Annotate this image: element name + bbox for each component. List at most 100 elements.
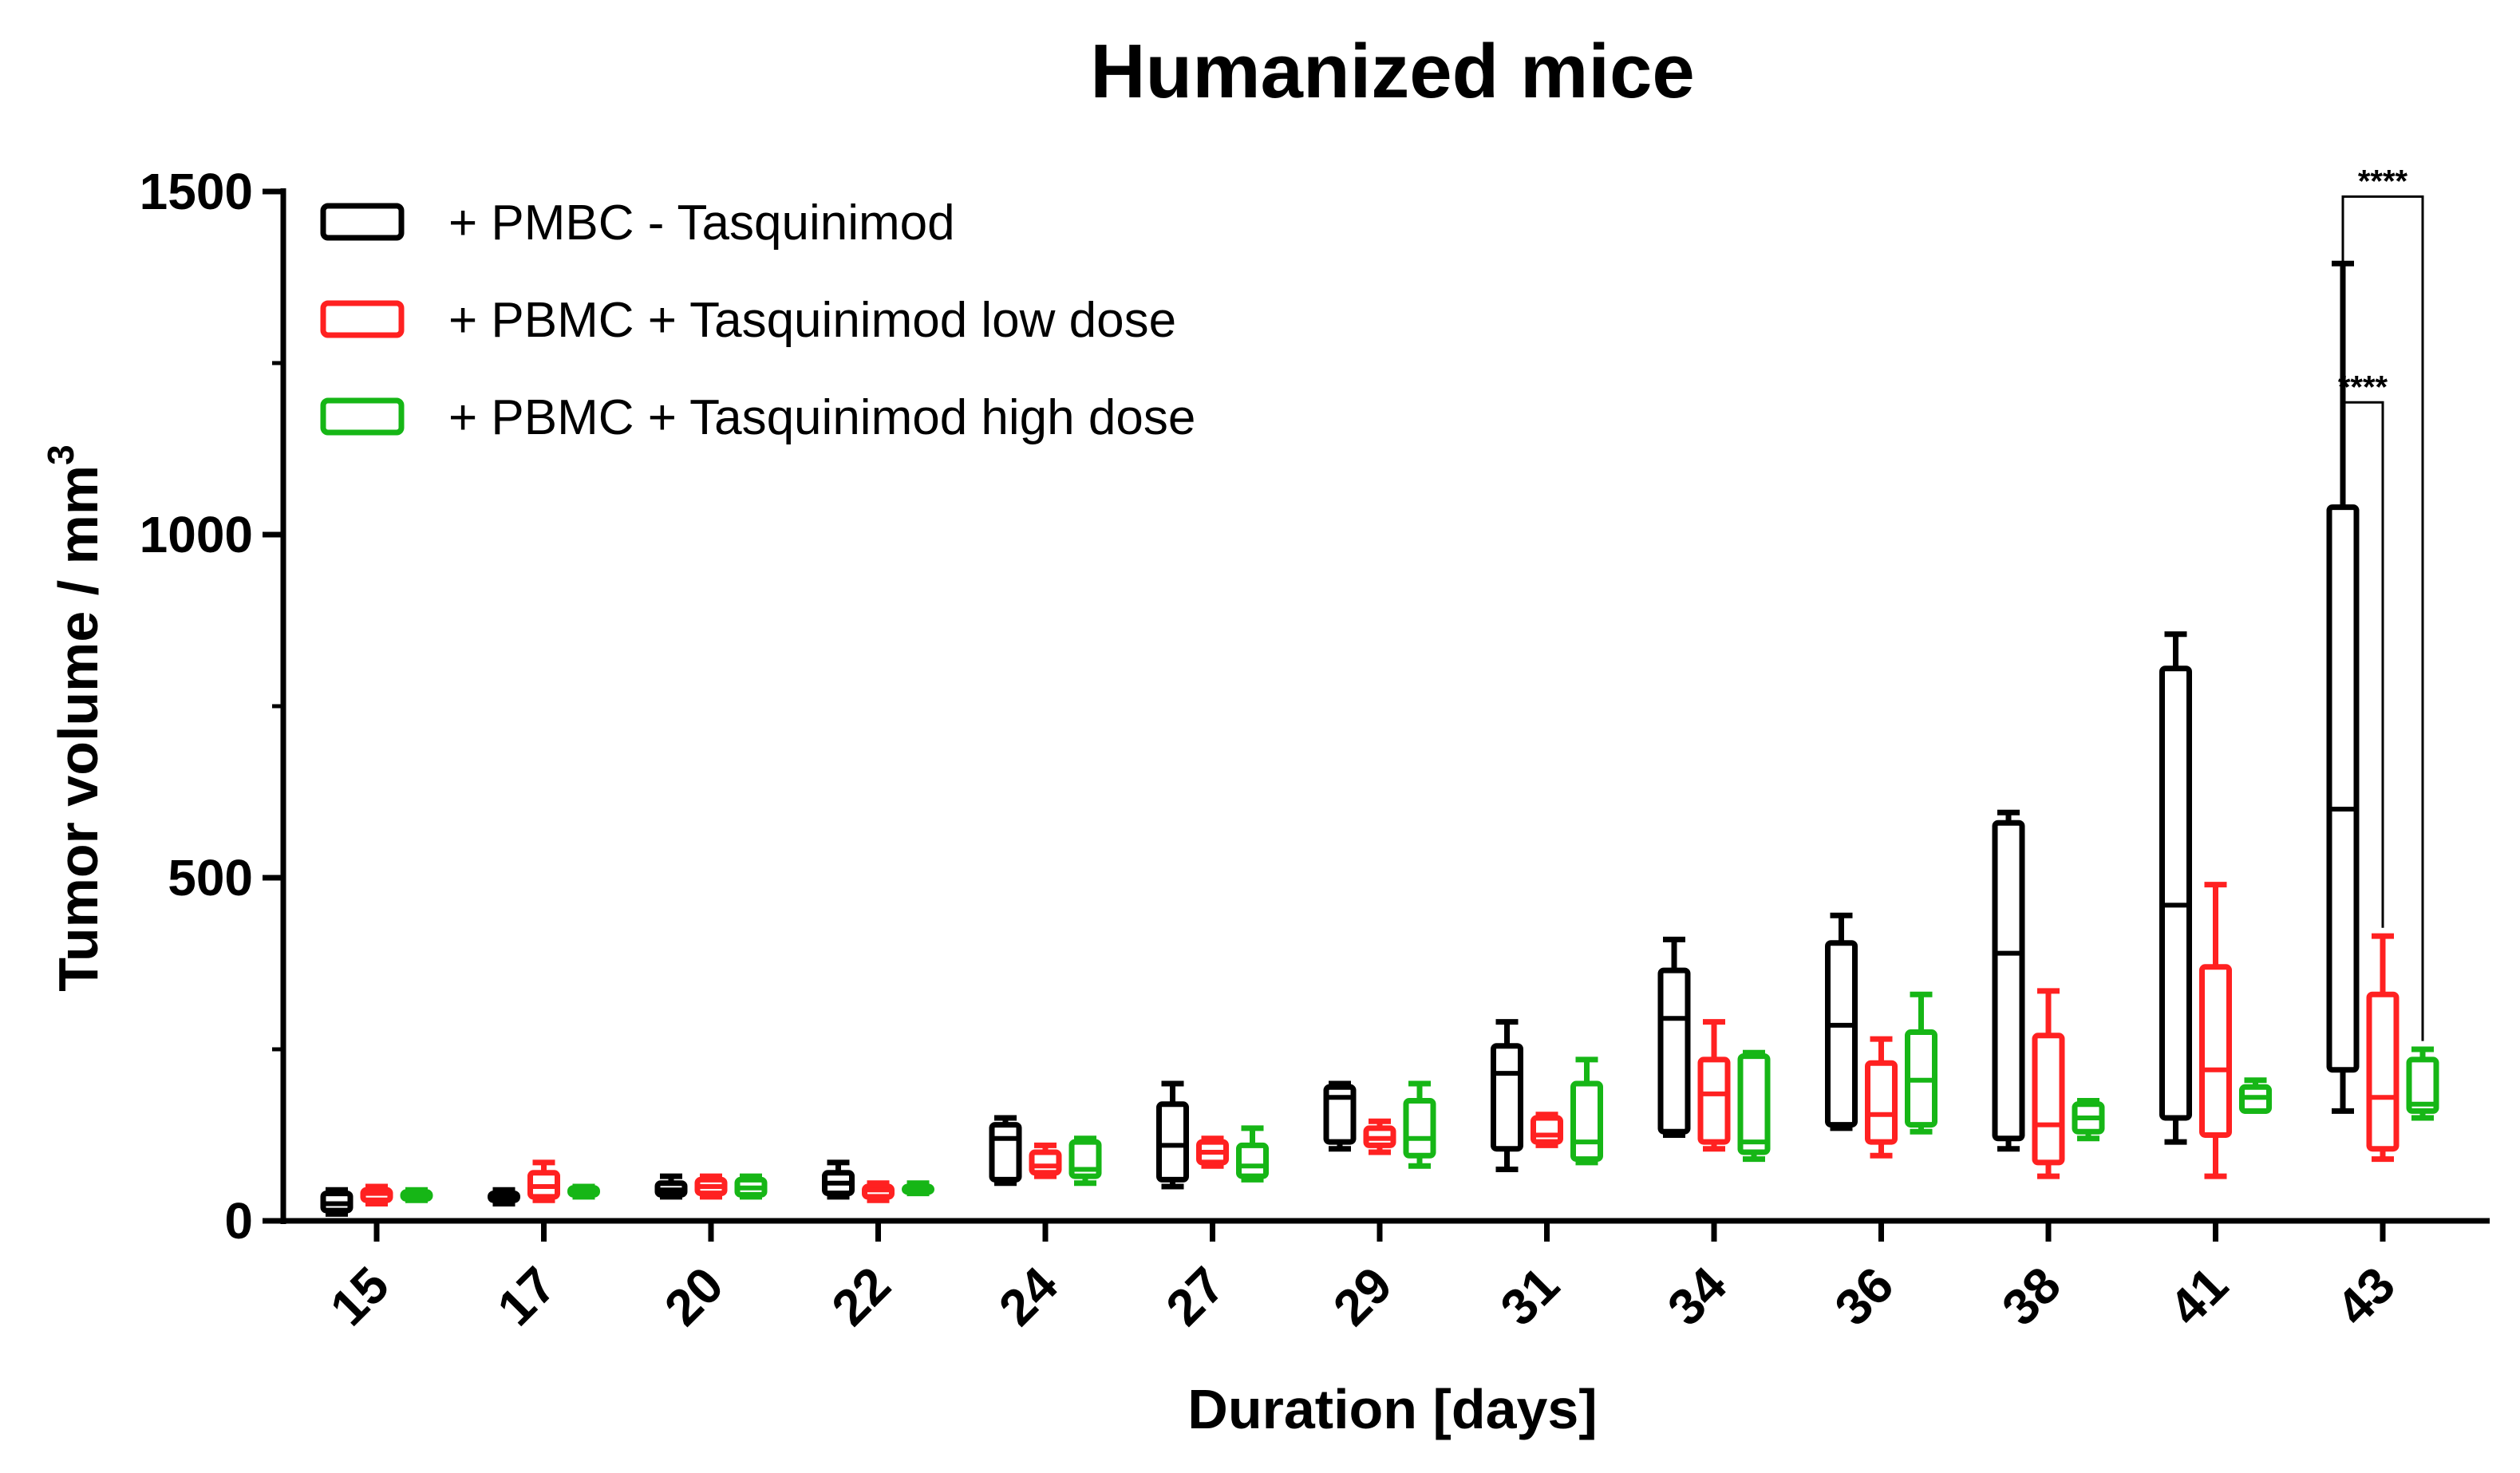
- legend-swatch: [320, 300, 405, 338]
- box-iqr: [1697, 1056, 1731, 1145]
- box-1-0: [360, 1183, 393, 1206]
- box-iqr: [1156, 1101, 1189, 1183]
- box-0-7: [1491, 1019, 1523, 1172]
- box-1-1: [527, 1159, 560, 1203]
- y-tick-label: 1500: [140, 163, 253, 220]
- box-2-3: [902, 1180, 934, 1197]
- box-1-5: [1196, 1135, 1229, 1169]
- box-0-9: [1825, 912, 1858, 1131]
- boxes: [320, 260, 2439, 1217]
- significance-bracket: ****: [2338, 369, 2388, 928]
- box-0-1: [488, 1187, 520, 1206]
- box-iqr: [1029, 1149, 1062, 1176]
- box-iqr: [1570, 1080, 1603, 1163]
- box-1-9: [1865, 1036, 1898, 1159]
- x-tick-label: 20: [654, 1256, 734, 1337]
- legend-label: + PBMC + Tasquinimod low dose: [448, 293, 1176, 348]
- y-tick-label: 500: [168, 849, 253, 906]
- box-0-8: [1657, 936, 1691, 1138]
- box-1-7: [1531, 1112, 1563, 1148]
- box-2-11: [2239, 1077, 2272, 1114]
- box-2-6: [1403, 1080, 1436, 1169]
- box-iqr: [1323, 1084, 1357, 1145]
- significance-label: ****: [2358, 164, 2408, 199]
- box-iqr: [2406, 1056, 2439, 1114]
- box-iqr: [2366, 991, 2400, 1152]
- box-2-2: [734, 1173, 768, 1200]
- x-tick-label: 24: [988, 1256, 1069, 1337]
- box-1-2: [694, 1173, 728, 1200]
- x-tick-label: 38: [1991, 1256, 2072, 1337]
- box-0-10: [1992, 809, 2025, 1152]
- chart-title: Humanized mice: [1090, 29, 1695, 114]
- box-iqr: [1657, 967, 1691, 1135]
- x-tick-label: 27: [1155, 1256, 1235, 1337]
- box-1-12: [2366, 933, 2400, 1163]
- box-0-4: [989, 1115, 1022, 1187]
- y-tick-label: 1000: [140, 506, 253, 563]
- box-1-8: [1697, 1019, 1731, 1152]
- box-iqr: [1992, 819, 2025, 1142]
- box-2-7: [1570, 1056, 1603, 1166]
- box-0-11: [2159, 631, 2192, 1145]
- x-axis: 15 17 20 22 24 27 29 31 34 36 38 41 43: [281, 1218, 2490, 1337]
- box-0-0: [320, 1187, 354, 1217]
- box-0-12: [2326, 260, 2360, 1114]
- box-iqr: [2199, 964, 2232, 1139]
- legend-label: + PBMC + Tasquinimod high dose: [448, 390, 1195, 445]
- box-0-2: [654, 1173, 688, 1200]
- significance-label: ****: [2338, 369, 2388, 405]
- box-2-9: [1905, 991, 1937, 1135]
- box-2-8: [1737, 1049, 1771, 1163]
- legend-entry-0: + PMBC - Tasquinimod: [320, 195, 955, 251]
- box-iqr: [2032, 1033, 2065, 1166]
- box-1-4: [1029, 1142, 1062, 1179]
- bracket-line: [2341, 195, 2424, 1041]
- box-2-4: [1068, 1135, 1102, 1187]
- box-1-6: [1363, 1118, 1396, 1155]
- box-iqr: [1491, 1043, 1523, 1152]
- legend-entry-1: + PBMC + Tasquinimod low dose: [320, 293, 1176, 348]
- y-axis-title: Tumor volume / mm3: [40, 444, 109, 992]
- y-axis: 0 500 1000 1500: [140, 163, 286, 1250]
- box-iqr: [989, 1122, 1022, 1183]
- box-iqr: [1403, 1098, 1436, 1159]
- box-2-12: [2406, 1046, 2439, 1121]
- box-0-3: [822, 1159, 855, 1200]
- box-iqr: [2326, 504, 2360, 1073]
- x-tick-label: 17: [486, 1256, 567, 1337]
- box-1-3: [862, 1180, 895, 1203]
- legend-swatch: [320, 203, 405, 241]
- box-2-10: [2072, 1098, 2105, 1142]
- box-2-1: [567, 1183, 600, 1200]
- significance-annotations: **** ****: [2338, 164, 2424, 1041]
- x-axis-title: Duration [days]: [1187, 1378, 1597, 1440]
- x-tick-label: 41: [2158, 1256, 2238, 1337]
- x-tick-label: 34: [1657, 1256, 1738, 1337]
- box-2-0: [400, 1187, 433, 1203]
- y-tick-label: 0: [224, 1192, 253, 1250]
- legend: + PMBC - Tasquinimod + PBMC + Tasquinimod…: [320, 195, 1195, 445]
- bracket-line: [2341, 401, 2384, 928]
- box-iqr: [1825, 940, 1858, 1128]
- x-tick-label: 36: [1823, 1256, 1904, 1337]
- significance-bracket: ****: [2341, 164, 2424, 1041]
- box-iqr: [2159, 665, 2192, 1121]
- x-tick-label: 43: [2325, 1256, 2406, 1337]
- legend-swatch: [320, 397, 405, 436]
- box-2-5: [1236, 1125, 1269, 1183]
- legend-entry-2: + PBMC + Tasquinimod high dose: [320, 390, 1195, 445]
- box-0-6: [1323, 1080, 1357, 1152]
- box-1-10: [2032, 988, 2065, 1179]
- box-iqr: [1236, 1142, 1269, 1179]
- x-tick-label: 15: [319, 1256, 400, 1337]
- box-0-5: [1156, 1080, 1189, 1190]
- x-tick-label: 22: [820, 1256, 901, 1337]
- x-tick-label: 29: [1322, 1256, 1403, 1337]
- box-1-11: [2199, 882, 2232, 1179]
- box-iqr: [1531, 1115, 1563, 1145]
- x-tick-label: 31: [1489, 1256, 1570, 1337]
- box-iqr: [1737, 1053, 1771, 1155]
- box-iqr: [1865, 1060, 1898, 1145]
